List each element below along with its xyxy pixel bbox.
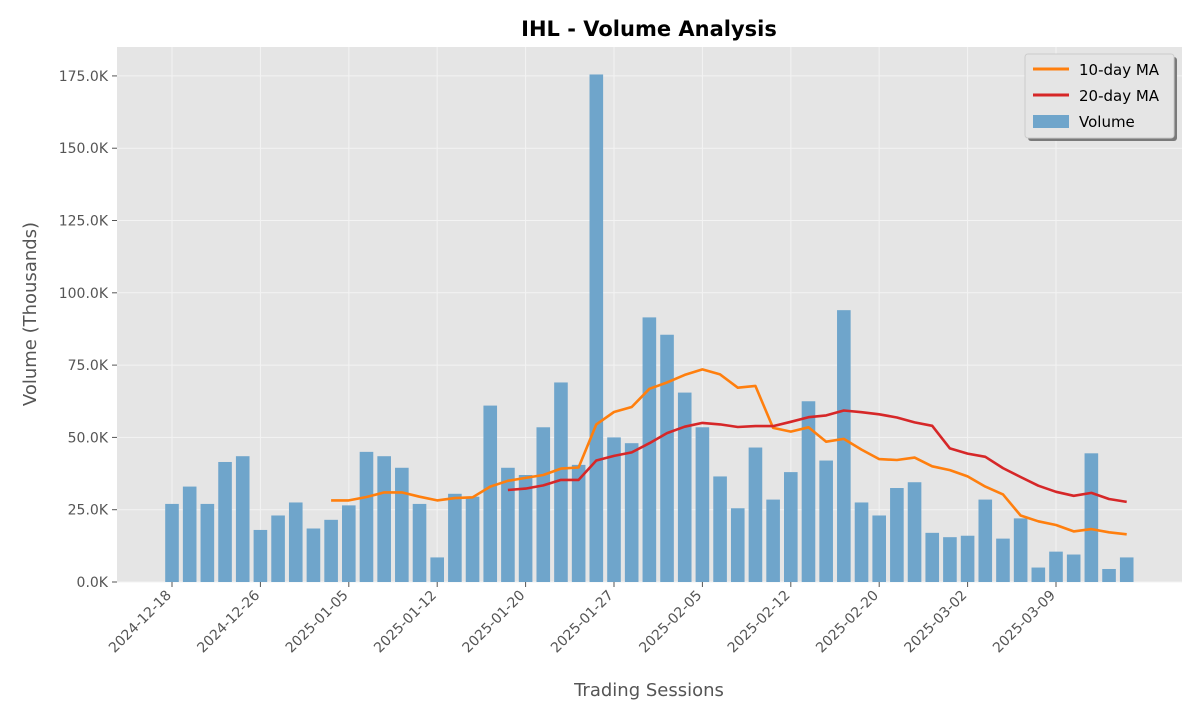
volume-bar — [271, 515, 285, 582]
moving-average-lines — [331, 368, 1127, 536]
ma20-line — [507, 409, 1127, 504]
volume-bar — [607, 437, 621, 582]
y-tick-label: 100.0K — [59, 286, 109, 302]
x-tick-label: 2025-02-05 — [636, 588, 705, 657]
volume-bar — [483, 405, 498, 582]
volume-bar — [165, 503, 179, 582]
volume-bar — [200, 503, 215, 582]
legend-label-ma20: 20-day MA — [1079, 87, 1160, 105]
volume-bar — [677, 392, 692, 582]
volume-bar — [218, 461, 232, 582]
volume-bar — [430, 557, 444, 582]
volume-bar — [978, 499, 993, 582]
volume-bar — [571, 464, 586, 582]
y-tick-label: 175.0K — [59, 69, 109, 85]
volume-bar — [342, 505, 356, 582]
x-tick-label: 2024-12-26 — [194, 587, 263, 656]
y-tick-label: 125.0K — [59, 214, 109, 230]
x-tick-label: 2025-02-12 — [725, 588, 794, 657]
volume-bar — [996, 538, 1010, 582]
volume-bar — [1031, 567, 1046, 582]
volume-bar — [554, 382, 568, 582]
y-tick-label: 0.0K — [77, 575, 109, 591]
x-tick-label: 2025-01-05 — [283, 588, 352, 657]
legend-label-ma10: 10-day MA — [1079, 61, 1160, 79]
legend: 10-day MA 20-day MA Volume — [1024, 53, 1177, 141]
volume-bar — [854, 502, 869, 582]
volume-bar — [1013, 518, 1028, 582]
ma10-line — [331, 368, 1127, 536]
volume-bar — [359, 451, 374, 582]
volume-bar — [801, 401, 816, 582]
volume-bar — [235, 456, 250, 582]
volume-bar — [253, 529, 268, 582]
y-tick-label: 150.0K — [59, 141, 109, 157]
x-tick-label: 2024-12-18 — [106, 588, 175, 657]
x-tick-label: 2025-03-09 — [990, 588, 1059, 657]
volume-bar — [890, 488, 904, 582]
y-axis-label: Volume (Thousands) — [20, 222, 41, 406]
volume-bar — [448, 493, 462, 582]
volume-bar — [943, 537, 957, 582]
x-tick-label: 2025-03-02 — [902, 588, 971, 657]
volume-bar — [837, 310, 851, 582]
legend-swatch-volume — [1033, 115, 1069, 128]
volume-bar — [819, 460, 833, 582]
volume-bar — [465, 496, 480, 582]
volume-bar — [589, 74, 604, 583]
volume-bar — [536, 427, 551, 582]
volume-bar — [766, 499, 780, 582]
volume-bar — [518, 475, 533, 582]
volume-bars — [165, 74, 1134, 583]
volume-bar — [695, 427, 710, 582]
y-tick-label: 25.0K — [68, 503, 109, 519]
volume-bar — [395, 467, 409, 582]
y-axis-ticks: 0.0K 25.0K 50.0K 75.0K 100.0K 125.0K 150.0K 175… — [59, 69, 117, 591]
volume-bar — [960, 535, 975, 582]
x-tick-label: 2025-01-12 — [371, 588, 440, 657]
volume-bar — [730, 508, 745, 582]
volume-bar — [1119, 557, 1134, 582]
volume-bar — [784, 472, 798, 582]
volume-bar — [1102, 568, 1116, 582]
legend-label-volume: Volume — [1079, 113, 1135, 131]
volume-bar — [412, 503, 427, 582]
volume-bar — [377, 456, 391, 582]
x-tick-label: 2025-01-20 — [460, 588, 529, 657]
volume-bar — [624, 443, 639, 582]
volume-bar — [501, 467, 515, 582]
y-tick-label: 50.0K — [68, 430, 109, 446]
volume-bar — [182, 486, 197, 582]
volume-bar — [713, 476, 727, 582]
volume-bar — [925, 532, 940, 582]
volume-bar — [642, 317, 657, 582]
volume-bar — [324, 519, 338, 582]
volume-bar — [1084, 453, 1099, 582]
volume-bar — [288, 502, 303, 582]
y-tick-label: 75.0K — [68, 358, 109, 374]
volume-bar — [907, 482, 922, 582]
x-axis-ticks: 2024-12-18 2024-12-26 2025-01-05 2025-01-12… — [106, 582, 1059, 656]
x-axis-label: Trading Sessions — [573, 680, 724, 701]
chart-title: IHL - Volume Analysis — [521, 17, 777, 41]
volume-bar — [1049, 551, 1063, 582]
x-tick-label: 2025-01-27 — [548, 588, 617, 657]
x-tick-label: 2025-02-20 — [813, 588, 882, 657]
volume-bar — [1066, 554, 1081, 582]
volume-bar — [872, 515, 886, 582]
volume-bar — [660, 334, 674, 582]
volume-bar — [306, 528, 321, 582]
volume-bar — [748, 447, 763, 582]
